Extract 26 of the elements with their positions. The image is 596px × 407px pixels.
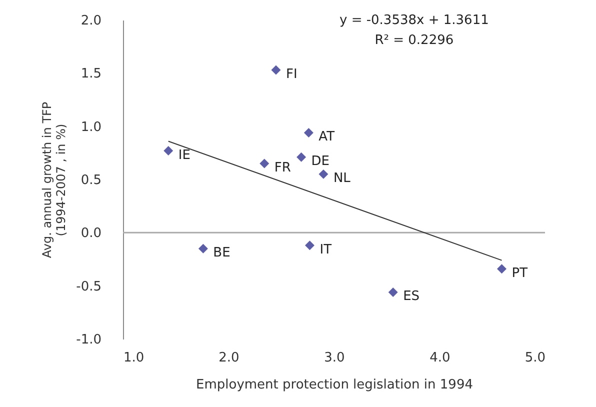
annotation: R² = 0.2296 — [374, 33, 454, 48]
y-tick-label: -0.5 — [76, 279, 102, 294]
y-axis-title: Avg. annual growth in TFP (1994-2007 , in %) — [40, 102, 68, 258]
x-tick-label: 5.0 — [524, 350, 546, 366]
annotation: FR — [274, 160, 291, 176]
x-tick-label: 4.0 — [430, 350, 450, 366]
annotation: y = -0.3538x + 1.3611 — [339, 13, 489, 28]
y-tick-label: 0.5 — [80, 173, 102, 188]
annotation: NL — [333, 171, 352, 186]
annotation: DE — [311, 154, 330, 170]
y-tick-label: 0.0 — [80, 226, 102, 242]
x-tick-label: 3.0 — [324, 350, 345, 366]
x-axis-title: Employment protection legislation in 1994 — [196, 378, 473, 392]
y-tick-label: 1.0 — [80, 120, 102, 135]
annotation: BE — [213, 246, 230, 261]
x-tick-label: 2.0 — [218, 350, 240, 366]
annotation: IT — [320, 242, 332, 258]
y-tick-label: 1.5 — [80, 66, 102, 82]
annotation: ES — [403, 289, 420, 304]
annotation: FI — [286, 66, 298, 82]
x-tick-label: 1.0 — [124, 350, 144, 366]
annotation: PT — [512, 266, 528, 281]
y-tick-label: 2.0 — [80, 14, 102, 28]
annotation: AT — [318, 130, 335, 145]
y-tick-label: -1.0 — [76, 332, 102, 348]
annotation: IE — [178, 148, 190, 163]
